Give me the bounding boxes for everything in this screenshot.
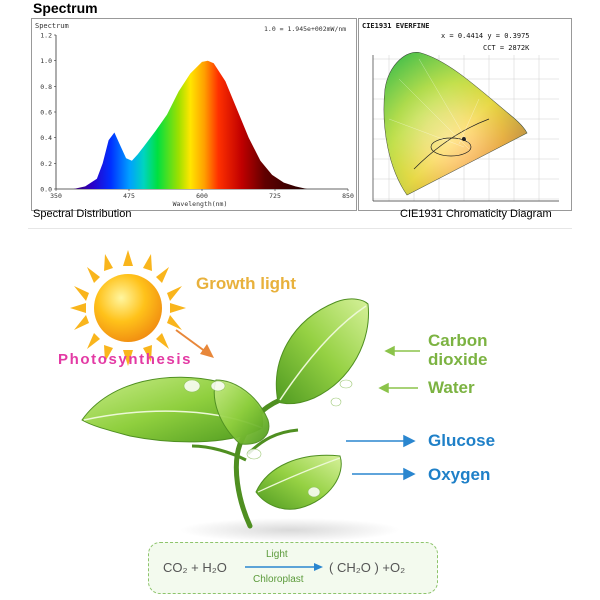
planckian-locus xyxy=(413,118,490,170)
cie-cct: CCT = 2872K xyxy=(483,44,530,52)
x-tick-label: 350 xyxy=(50,192,62,200)
y-tick-label: 0.4 xyxy=(40,134,52,142)
spectrum-panel-label: Spectrum xyxy=(35,22,69,30)
white-region xyxy=(383,52,527,195)
spectral-distribution-caption: Spectral Distribution xyxy=(33,208,132,220)
water-droplets xyxy=(183,379,353,498)
x-tick-label: 850 xyxy=(342,192,354,200)
cie-coordinates: x = 0.4414 y = 0.3975 xyxy=(441,32,530,40)
ground-shadow xyxy=(180,518,400,542)
sunlight-arrow xyxy=(175,329,214,358)
x-tick-label: 600 xyxy=(196,192,208,200)
spectrum-area xyxy=(73,60,308,190)
measured-point xyxy=(462,137,466,141)
leaf-top-right xyxy=(275,298,370,405)
cie-chart-panel: CIE1931 EVERFINE x = 0.4414 y = 0.3975 C… xyxy=(358,18,572,211)
water-label: Water xyxy=(428,378,475,397)
x-ticks: 350 475 600 725 850 xyxy=(50,189,354,200)
carbon-dioxide-arrow xyxy=(384,345,420,357)
equation-products: ( CH₂O ) +O₂ xyxy=(329,560,406,575)
x-axis-label: Wavelength(nm) xyxy=(173,200,228,208)
oxygen-arrow xyxy=(352,467,416,481)
leaf-lower-right xyxy=(255,454,342,510)
spectrum-series-area xyxy=(73,60,308,190)
y-ticks: 1.2 1.0 0.8 0.6 0.4 0.2 0.0 xyxy=(40,32,56,194)
y-tick-label: 0.0 xyxy=(40,186,52,194)
y-tick-label: 0.2 xyxy=(40,160,52,168)
equation-reactants: CO₂ + H₂O xyxy=(163,560,227,575)
region-lines xyxy=(388,58,480,150)
spectrum-heading: Spectrum xyxy=(33,0,98,16)
y-tick-label: 0.8 xyxy=(40,83,52,91)
x-tick-label: 725 xyxy=(269,192,281,200)
glucose-arrow xyxy=(346,434,416,448)
equation-chloroplast: Chloroplast xyxy=(253,574,304,585)
branch-left xyxy=(191,444,247,462)
y-tick-label: 0.6 xyxy=(40,109,52,117)
spectrum-chart-panel: Spectrum 1.0 = 1.945e+002mW/nm 1.2 1.0 0.8… xyxy=(31,18,357,211)
cie-header: CIE1931 EVERFINE xyxy=(362,22,429,30)
reaction-arrow-icon xyxy=(245,563,323,571)
section-divider xyxy=(28,228,572,229)
x-tick-label: 475 xyxy=(123,192,135,200)
y-tick-label: 1.2 xyxy=(40,32,52,40)
cie-diagram: CIE1931 EVERFINE x = 0.4414 y = 0.3975 C… xyxy=(362,22,559,202)
glucose-label: Glucose xyxy=(428,431,496,450)
cie-caption: CIE1931 Chromaticity Diagram xyxy=(400,208,552,220)
carbon-dioxide-label: Carbon dioxide xyxy=(428,331,488,369)
spectrum-chart: Spectrum 1.0 = 1.945e+002mW/nm 1.2 1.0 0.8… xyxy=(35,22,354,208)
growth-light-label: Growth light xyxy=(196,274,297,293)
planckian-marker xyxy=(430,137,472,157)
photosynthesis-equation: CO₂ + H₂O Light Chloroplast ( CH₂O ) +O₂ xyxy=(148,542,438,594)
leaf-middle xyxy=(213,379,270,445)
equation-light: Light xyxy=(266,549,288,560)
oxygen-label: Oxygen xyxy=(428,465,491,484)
photosynthesis-label: Photosynthesis xyxy=(58,351,193,368)
y-tick-label: 1.0 xyxy=(40,57,52,65)
photosynthesis-illustration xyxy=(70,250,420,542)
scale-note: 1.0 = 1.945e+002mW/nm xyxy=(264,25,346,33)
water-arrow xyxy=(378,382,418,394)
sun-icon xyxy=(70,250,186,366)
